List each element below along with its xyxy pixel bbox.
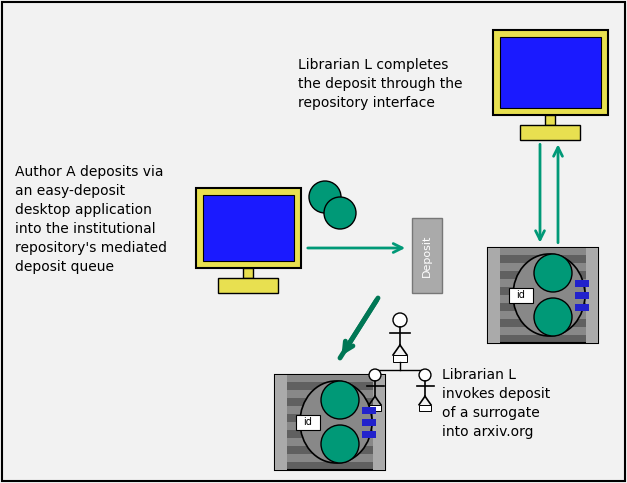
Bar <box>488 263 598 271</box>
Bar <box>275 374 287 469</box>
Circle shape <box>393 313 407 327</box>
Bar <box>419 405 431 411</box>
Bar <box>500 37 601 108</box>
Circle shape <box>534 298 572 336</box>
Bar <box>275 390 385 398</box>
Bar <box>373 374 385 469</box>
Circle shape <box>324 197 356 229</box>
Bar <box>218 278 278 293</box>
Bar <box>275 374 385 469</box>
Bar <box>575 280 589 286</box>
Bar <box>362 418 376 426</box>
Bar <box>488 295 598 303</box>
Text: id: id <box>303 417 312 427</box>
Bar <box>488 311 598 319</box>
Bar <box>412 218 442 293</box>
Bar <box>243 268 253 278</box>
Bar <box>520 125 580 140</box>
Bar <box>509 287 533 302</box>
Bar <box>275 406 385 414</box>
Bar <box>488 279 598 287</box>
Bar <box>296 414 320 429</box>
Bar <box>275 454 385 462</box>
Bar <box>575 303 589 311</box>
Bar <box>488 247 598 342</box>
Bar <box>545 114 555 125</box>
Bar <box>275 422 385 430</box>
Circle shape <box>321 381 359 419</box>
Bar <box>196 188 300 268</box>
Text: Author A deposits via
an easy-deposit
desktop application
into the institutional: Author A deposits via an easy-deposit de… <box>15 165 167 274</box>
Bar <box>488 327 598 335</box>
Bar <box>362 407 376 413</box>
Bar <box>488 247 500 342</box>
Bar <box>586 247 598 342</box>
Ellipse shape <box>513 254 585 336</box>
Text: Librarian L completes
the deposit through the
repository interface: Librarian L completes the deposit throug… <box>298 58 463 110</box>
Text: Librarian L
invokes deposit
of a surrogate
into arxiv.org: Librarian L invokes deposit of a surroga… <box>442 368 551 439</box>
Text: Deposit: Deposit <box>422 234 432 277</box>
Bar <box>488 247 598 256</box>
Bar <box>492 29 608 114</box>
Circle shape <box>309 181 341 213</box>
Bar <box>369 405 381 411</box>
Bar <box>393 355 407 362</box>
Bar <box>362 430 376 438</box>
Bar <box>575 292 589 298</box>
Circle shape <box>419 369 431 381</box>
Bar <box>275 374 385 383</box>
Bar <box>275 438 385 446</box>
Circle shape <box>369 369 381 381</box>
Bar <box>203 195 293 261</box>
Text: id: id <box>517 290 525 300</box>
Ellipse shape <box>300 381 372 463</box>
Circle shape <box>534 254 572 292</box>
Circle shape <box>321 425 359 463</box>
